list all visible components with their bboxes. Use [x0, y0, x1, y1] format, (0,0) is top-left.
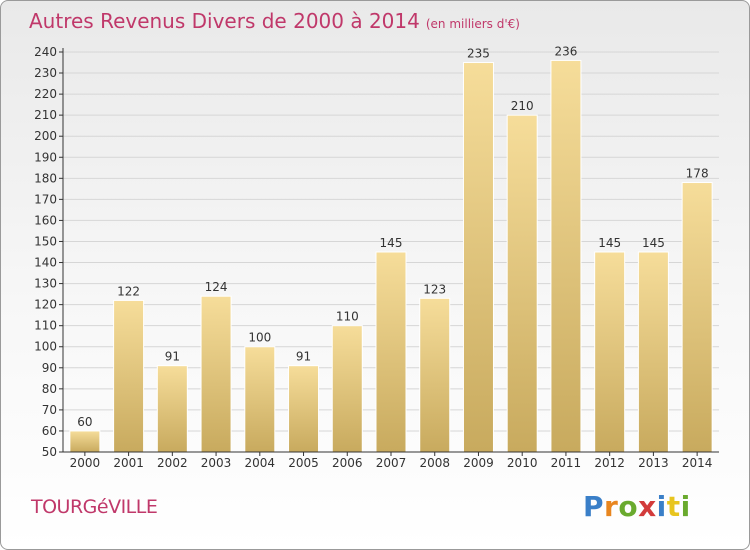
y-tick-label: 210: [34, 108, 57, 122]
data-label: 100: [248, 331, 271, 345]
x-tick-label: 2002: [157, 456, 188, 470]
logo-letter: o: [618, 490, 639, 523]
proxiti-logo: Proxiti: [583, 490, 691, 523]
chart-title: Autres Revenus Divers de 2000 à 2014 (en …: [29, 9, 520, 33]
y-tick-label: 80: [42, 382, 57, 396]
bar: [375, 251, 407, 453]
bar: [419, 297, 451, 453]
y-tick-label: 60: [42, 424, 57, 438]
logo-letter: i: [656, 490, 667, 523]
x-tick-label: 2006: [332, 456, 363, 470]
x-tick-label: 2009: [463, 456, 494, 470]
bar: [331, 325, 363, 453]
title-unit: (en milliers d'€): [425, 17, 520, 31]
bar: [462, 62, 494, 453]
y-tick-label: 50: [42, 445, 57, 459]
data-label: 124: [205, 280, 228, 294]
bar: [113, 299, 145, 453]
y-tick-label: 230: [34, 66, 57, 80]
data-label: 235: [467, 47, 490, 61]
y-tick-label: 90: [42, 361, 57, 375]
data-label: 91: [165, 350, 180, 364]
x-tick-label: 2000: [70, 456, 101, 470]
data-label: 145: [380, 236, 403, 250]
bar: [200, 295, 232, 453]
logo-letter: r: [604, 490, 619, 523]
y-tick-label: 170: [34, 192, 57, 206]
data-label: 236: [554, 44, 577, 58]
bar: [156, 365, 188, 453]
logo-letter: x: [638, 490, 657, 523]
data-label: 110: [336, 310, 359, 324]
data-label: 210: [511, 99, 534, 113]
x-tick-label: 2013: [638, 456, 669, 470]
x-tick-label: 2005: [288, 456, 319, 470]
data-label: 122: [117, 284, 140, 298]
x-tick-label: 2012: [594, 456, 625, 470]
x-tick-label: 2008: [419, 456, 450, 470]
y-tick-label: 110: [34, 319, 57, 333]
bar: [69, 430, 101, 453]
data-label: 145: [598, 236, 621, 250]
bar: [594, 251, 626, 453]
data-label: 145: [642, 236, 665, 250]
y-tick-label: 130: [34, 277, 57, 291]
bar: [288, 365, 320, 453]
y-tick-label: 190: [34, 150, 57, 164]
y-tick-label: 150: [34, 234, 57, 248]
bar: [681, 182, 713, 453]
x-tick-label: 2014: [682, 456, 713, 470]
y-tick-label: 140: [34, 256, 57, 270]
data-label: 123: [423, 282, 446, 296]
y-tick-label: 200: [34, 129, 57, 143]
x-tick-label: 2007: [376, 456, 407, 470]
bar: [637, 251, 669, 453]
y-tick-label: 120: [34, 298, 57, 312]
data-label: 91: [296, 350, 311, 364]
y-tick-label: 220: [34, 87, 57, 101]
title-main: Autres Revenus Divers de 2000 à 2014: [29, 9, 420, 33]
y-tick-label: 100: [34, 340, 57, 354]
location-label: TOURGéVILLE: [31, 496, 158, 518]
x-tick-label: 2004: [245, 456, 276, 470]
y-tick-label: 240: [34, 45, 57, 59]
data-label: 60: [77, 415, 92, 429]
y-tick-label: 180: [34, 171, 57, 185]
bar: [506, 114, 538, 453]
bar: [244, 346, 276, 453]
logo-letter: t: [666, 490, 681, 523]
y-tick-label: 70: [42, 403, 57, 417]
x-tick-label: 2003: [201, 456, 232, 470]
x-tick-label: 2010: [507, 456, 538, 470]
logo-letter: P: [583, 490, 605, 523]
x-tick-label: 2001: [113, 456, 144, 470]
x-tick-label: 2011: [551, 456, 582, 470]
data-label: 178: [686, 167, 709, 181]
bar: [550, 59, 582, 453]
y-tick-label: 160: [34, 213, 57, 227]
logo-letter: i: [680, 490, 691, 523]
